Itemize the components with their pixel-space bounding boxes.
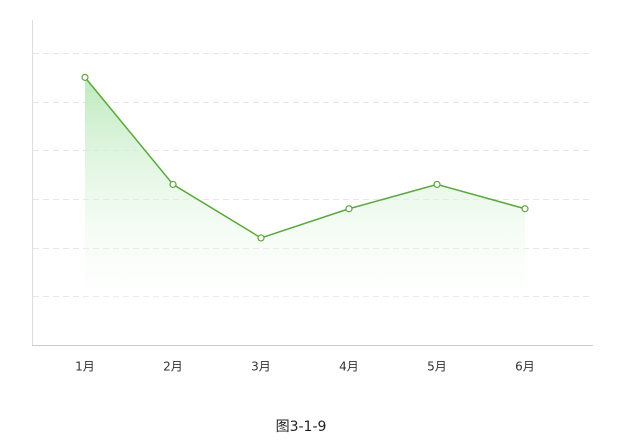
line (84, 76, 526, 239)
x-tick-label: 6月 (515, 360, 535, 374)
point (81, 73, 89, 81)
point (345, 205, 353, 213)
point (169, 180, 177, 189)
point (521, 205, 529, 213)
area (85, 77, 525, 345)
x-tick-label: 3月 (251, 360, 271, 374)
x-tick-label: 2月 (163, 360, 183, 374)
x-tick-label: 1月 (75, 360, 95, 374)
caption: 图3-1-9 (276, 419, 327, 435)
point (433, 180, 441, 189)
point (257, 234, 265, 242)
x-tick-label: 4月 (339, 360, 359, 374)
x-tick-label: 5月 (427, 360, 447, 374)
